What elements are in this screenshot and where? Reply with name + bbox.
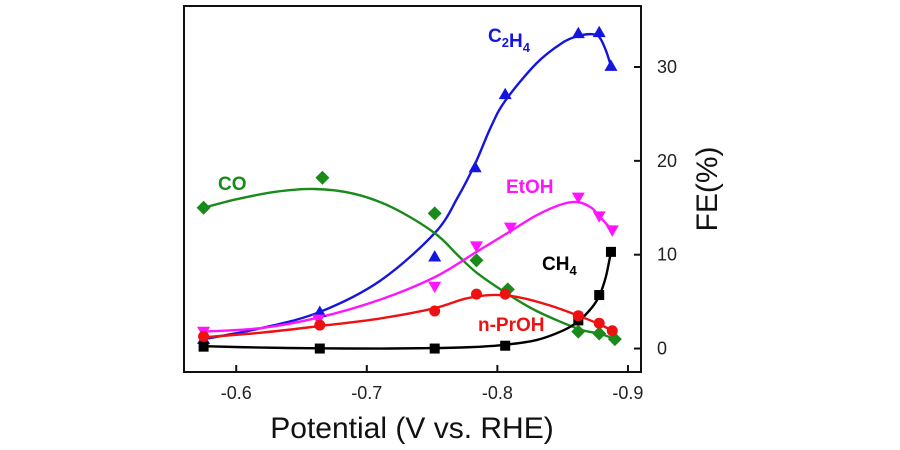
co-point [315,170,330,185]
ch4-label: CH4 [542,254,577,278]
ch4-point [429,343,440,354]
plot-frame [183,5,642,373]
label-part: 2 [502,35,509,50]
co-point [469,253,484,268]
c2h4-point [428,250,442,262]
n-proh-point [429,305,441,317]
axis-ticks: -0.6 -0.7 -0.8 -0.9 0 10 20 30 [221,57,677,403]
ch4-point [500,340,511,351]
ch4-point [605,246,616,257]
c2h4-point [313,305,327,317]
n-proh-point [470,288,482,300]
c2h4-point [571,26,585,39]
label-part: n-PrOH [478,315,545,336]
x-tick-label: -0.8 [482,383,513,403]
label-part: CH [542,254,569,275]
y-tick-label: 20 [657,151,677,171]
co-point [592,326,607,341]
n-proh-point [499,288,511,300]
label-part: 4 [569,263,577,278]
etoh-point [469,241,483,253]
etoh-point [605,225,619,237]
n-proh-point [198,330,210,342]
label-part: C [488,26,502,47]
y-tick-label: 30 [657,57,677,77]
co-point [571,324,586,339]
c2h4-point [468,160,482,173]
co-label: CO [218,174,247,195]
y-tick-label: 10 [657,245,677,265]
etoh-point [428,281,442,294]
co-point [427,206,442,221]
ch4-point [198,341,209,352]
y-tick-label: 0 [657,339,667,359]
x-tick-label: -0.7 [351,383,382,403]
y-axis-title: FE(%) [691,147,724,232]
x-axis-title: Potential (V vs. RHE) [270,412,553,445]
n-proh-fit-line [203,293,613,339]
etoh-point [571,192,585,204]
co-point [196,200,211,215]
x-tick-label: -0.9 [612,383,643,403]
label-part: 4 [523,40,531,55]
c2h4-point [592,25,606,38]
n-proh-point [593,317,605,329]
label-part: H [509,31,523,52]
c2h4-label: C2H4 [488,26,531,55]
label-part: EtOH [506,177,554,198]
ch4-point [314,343,325,354]
x-tick-label: -0.6 [221,383,252,403]
n-proh-label: n-PrOH [478,315,545,336]
n-proh-point [572,310,584,322]
etoh-label: EtOH [506,177,554,198]
n-proh-point [314,319,326,331]
etoh-point [592,211,606,223]
c2h4-point [604,59,618,71]
data-markers [196,25,622,354]
ch4-point [594,290,605,301]
etoh-point [503,222,517,234]
n-proh-point [606,325,618,337]
c2h4-point [498,87,512,100]
label-part: CO [218,174,247,195]
